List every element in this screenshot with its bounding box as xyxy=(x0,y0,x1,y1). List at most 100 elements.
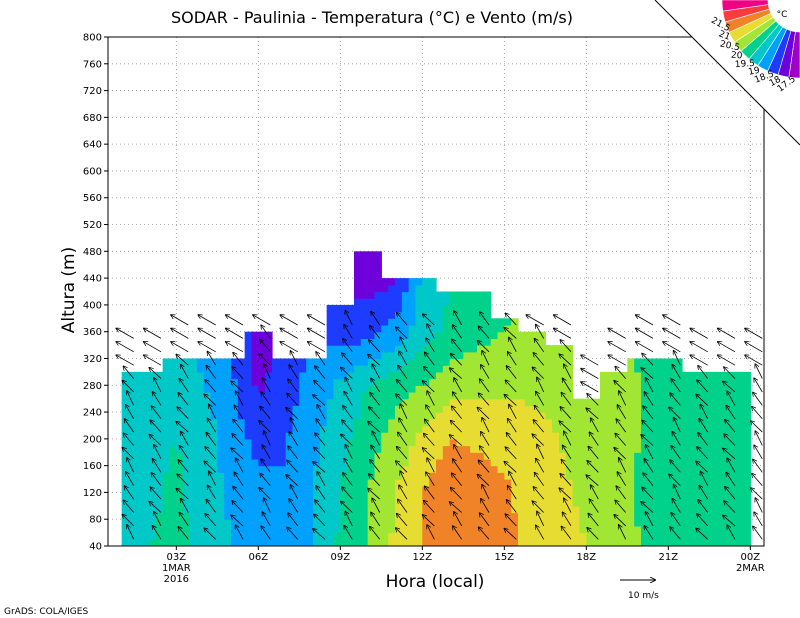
temperature-cell xyxy=(675,385,683,393)
temperature-cell xyxy=(299,505,307,514)
temperature-cell xyxy=(292,445,300,453)
temperature-cell xyxy=(579,505,587,514)
wind-arrow xyxy=(262,445,271,460)
temperature-cell xyxy=(682,512,690,520)
wind-arrow xyxy=(116,328,134,339)
temperature-cell xyxy=(210,512,218,520)
temperature-cell xyxy=(415,304,423,313)
temperature-cell xyxy=(688,458,697,467)
temperature-cell xyxy=(470,519,478,527)
temperature-cell xyxy=(190,458,198,467)
temperature-cell xyxy=(477,532,485,540)
temperature-cell xyxy=(265,345,273,353)
temperature-cell xyxy=(319,525,328,534)
wind-arrow xyxy=(564,431,572,446)
temperature-cell xyxy=(654,378,663,386)
temperature-cell xyxy=(388,324,396,333)
temperature-cell xyxy=(121,465,130,473)
wind-arrow xyxy=(233,487,244,500)
temperature-cell xyxy=(258,398,266,406)
temperature-cell xyxy=(244,432,253,440)
temperature-cell xyxy=(162,371,171,380)
temperature-cell xyxy=(169,472,177,480)
temperature-cell xyxy=(319,492,328,500)
temperature-cell xyxy=(190,445,198,453)
temperature-cell xyxy=(401,525,410,534)
temperature-cell xyxy=(155,539,164,546)
temperature-cell xyxy=(381,458,389,467)
wind-arrow xyxy=(260,474,271,486)
temperature-cell xyxy=(299,412,307,420)
temperature-cell xyxy=(429,425,437,433)
temperature-cell xyxy=(210,378,218,386)
temperature-cell xyxy=(518,485,526,494)
temperature-cell xyxy=(285,465,294,473)
temperature-cell xyxy=(688,505,697,514)
temperature-cell xyxy=(661,438,669,447)
temperature-cell xyxy=(723,452,731,460)
temperature-cell xyxy=(224,405,232,413)
temperature-cell xyxy=(272,499,280,507)
temperature-cell xyxy=(142,438,150,447)
temperature-cell xyxy=(333,505,341,514)
temperature-cell xyxy=(586,525,594,534)
temperature-cell xyxy=(278,505,287,514)
temperature-cell xyxy=(381,505,389,514)
temperature-cell xyxy=(613,539,622,546)
legend-label: 19.5 xyxy=(735,59,756,70)
wind-arrow xyxy=(342,353,353,366)
wind-arrow xyxy=(315,500,326,513)
temperature-cell xyxy=(401,472,410,480)
temperature-cell xyxy=(285,418,294,427)
temperature-cell xyxy=(183,539,191,546)
temperature-cell xyxy=(395,458,403,467)
temperature-cell xyxy=(675,458,683,467)
temperature-cell xyxy=(477,412,485,420)
temperature-cell xyxy=(354,432,362,440)
temperature-cell xyxy=(511,525,519,534)
wind-arrow xyxy=(370,393,381,406)
temperature-cell xyxy=(565,351,574,360)
temperature-cell xyxy=(415,311,423,319)
temperature-cell xyxy=(401,405,410,413)
wind-arrow xyxy=(726,406,736,420)
temperature-cell xyxy=(456,539,464,546)
wind-arrow xyxy=(345,378,353,393)
temperature-cell xyxy=(292,418,300,427)
wind-arrow xyxy=(646,445,654,460)
temperature-cell xyxy=(408,519,417,527)
temperature-cell xyxy=(483,324,492,333)
temperature-cell xyxy=(210,532,218,540)
temperature-cell xyxy=(176,371,184,380)
temperature-cell xyxy=(497,485,505,494)
temperature-cell xyxy=(593,519,601,527)
temperature-cell xyxy=(340,512,348,520)
temperature-cell xyxy=(593,412,601,420)
temperature-cell xyxy=(565,378,574,386)
wind-arrow xyxy=(154,445,162,460)
temperature-cell xyxy=(251,519,259,527)
temperature-cell xyxy=(497,499,505,507)
temperature-cell xyxy=(661,365,669,373)
temperature-cell xyxy=(545,405,553,413)
temperature-cell xyxy=(388,512,396,520)
temperature-cell xyxy=(395,438,403,447)
temperature-cell xyxy=(736,425,745,433)
temperature-cell xyxy=(627,405,635,413)
wind-arrow xyxy=(181,365,189,379)
temperature-cell xyxy=(600,412,608,420)
temperature-cell xyxy=(326,385,335,393)
temperature-cell xyxy=(436,324,444,333)
temperature-cell xyxy=(743,525,751,534)
temperature-cell xyxy=(408,385,417,393)
wind-arrow xyxy=(643,406,654,420)
temperature-cell xyxy=(237,485,246,494)
temperature-cell xyxy=(128,405,136,413)
temperature-cell xyxy=(524,425,533,433)
temperature-cell xyxy=(169,452,177,460)
temperature-cell xyxy=(415,385,423,393)
temperature-cell xyxy=(196,412,205,420)
temperature-cell xyxy=(490,532,499,540)
wind-arrow xyxy=(280,342,298,353)
temperature-cell xyxy=(354,405,362,413)
